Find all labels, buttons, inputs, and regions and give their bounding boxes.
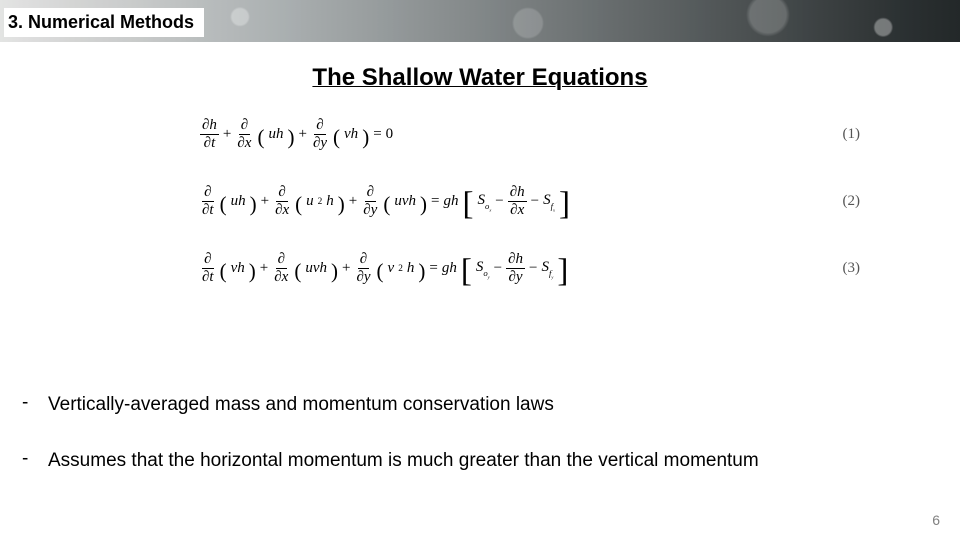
bullet-dash-icon: - [22,392,32,414]
eq3-t1-group: vh [231,260,245,277]
equations-block: ∂h∂t + ∂∂x (uh) + ∂∂y (vh) = 0 (1) ∂∂t (… [200,118,760,285]
bullet-list: - Vertically-averaged mass and momentum … [22,392,922,503]
bullet-2-text: Assumes that the horizontal momentum is … [48,448,759,474]
eq3-t2-num: ∂ [276,252,287,269]
eq1-rhs: 0 [386,126,394,143]
eq3-t1-num: ∂ [202,252,213,269]
eq3-s1b: y [488,275,490,280]
eq3-rhs-lead: gh [442,260,457,277]
eq2-t3-den: ∂y [361,202,379,218]
eq3-t1-den: ∂t [200,269,216,285]
eq2-t2-b: h [326,193,334,210]
eq2-t3-num: ∂ [365,185,376,202]
eq2-number: (2) [843,193,861,210]
eq3-s2b: y [551,275,553,280]
eq1-t1-num: ∂h [200,118,219,135]
eq1-t2-den: ∂x [235,135,253,151]
slide-title-text: The Shallow Water Equations [312,64,647,91]
eq2-t1-num: ∂ [202,185,213,202]
eq1-t2-group: uh [268,126,283,143]
eq3-t2-den: ∂x [272,269,290,285]
eq1-t3-group: vh [344,126,358,143]
eq2-s1b: x [489,208,491,213]
eq3-t3-a: v [388,260,395,277]
section-label-text: 3. Numerical Methods [8,12,194,32]
eq2-t1-group: uh [231,193,246,210]
equation-3: ∂∂t (vh) + ∂∂x (uvh) + ∂∂y (v2h) = gh [ … [200,252,760,285]
slide-title: The Shallow Water Equations [0,64,960,92]
eq3-t3-b: h [407,260,415,277]
eq2-t2-exp: 2 [318,197,323,207]
eq2-rhs-fnum: ∂h [508,185,527,202]
bullet-1-text: Vertically-averaged mass and momentum co… [48,392,554,418]
eq1-number: (1) [843,126,861,143]
eq2-s2b: x [553,208,555,213]
eq3-number: (3) [843,260,861,277]
page-number: 6 [932,512,940,528]
eq2-t3-group: uvh [394,193,416,210]
eq1-t1-den: ∂t [202,135,218,151]
eq1-t3-num: ∂ [314,118,325,135]
eq1-t3-den: ∂y [311,135,329,151]
eq3-t2-group: uvh [305,260,327,277]
eq2-t2-a: u [306,193,314,210]
eq2-rhs-fden: ∂x [508,202,526,218]
eq3-t3-den: ∂y [354,269,372,285]
bullet-2: - Assumes that the horizontal momentum i… [22,448,922,474]
bullet-1: - Vertically-averaged mass and momentum … [22,392,922,418]
eq2-s2: S [543,192,551,208]
eq3-t3-num: ∂ [358,252,369,269]
eq2-t2-den: ∂x [273,202,291,218]
eq2-rhs-lead: gh [443,193,458,210]
eq3-s2: S [541,259,549,275]
eq2-s1: S [477,192,485,208]
eq2-t2-num: ∂ [276,185,287,202]
bullet-dash-icon: - [22,448,32,470]
slide: 3. Numerical Methods The Shallow Water E… [0,0,960,540]
equation-2: ∂∂t (uh) + ∂∂x (u2h) + ∂∂y (uvh) = gh [ … [200,185,760,218]
section-label: 3. Numerical Methods [4,8,204,37]
eq1-t2-num: ∂ [239,118,250,135]
eq2-t1-den: ∂t [200,202,216,218]
eq3-rhs-fden: ∂y [507,269,525,285]
equation-1: ∂h∂t + ∂∂x (uh) + ∂∂y (vh) = 0 (1) [200,118,760,151]
eq3-rhs-fnum: ∂h [506,252,525,269]
eq3-t3-exp: 2 [398,264,403,274]
